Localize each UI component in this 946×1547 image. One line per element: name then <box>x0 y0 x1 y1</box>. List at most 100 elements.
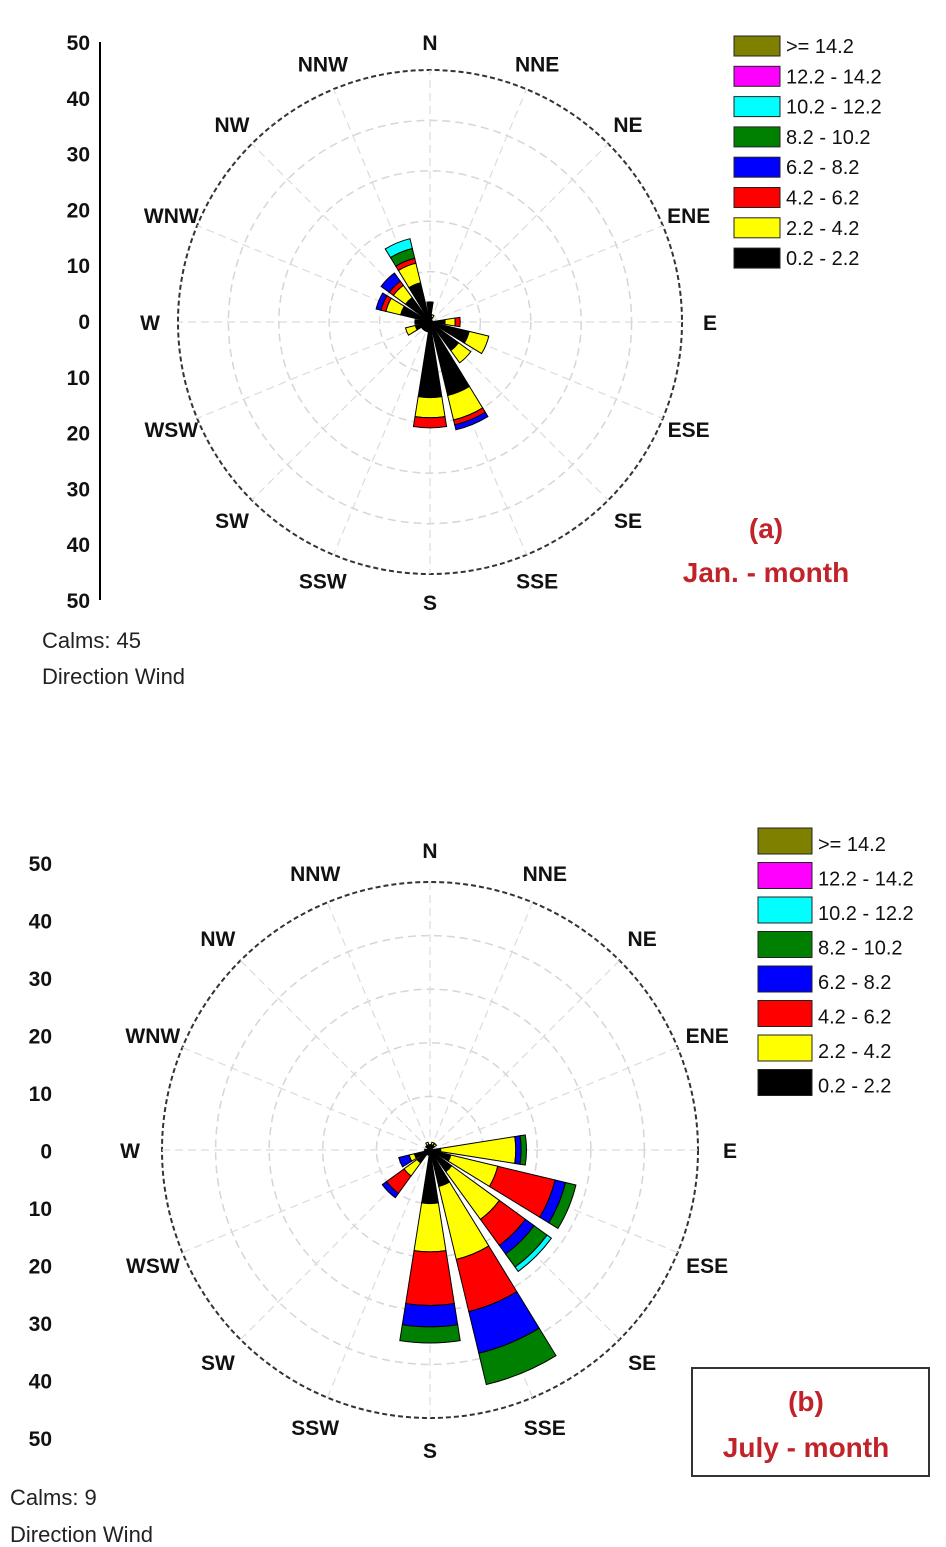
legend-label: 8.2 - 10.2 <box>786 127 871 149</box>
legend-swatch <box>757 1034 813 1062</box>
legend-label: >= 14.2 <box>818 834 886 856</box>
direction-label: NNE <box>523 863 567 886</box>
wind-rose-panel-a: N NNE NE ENE E ESE SE SSE S SSW SW WSW W WNW NW NNW 50 40… <box>42 32 882 689</box>
wind-bar-segment <box>375 292 388 311</box>
wind-bar-segment <box>414 396 446 419</box>
direction-label: NNE <box>515 53 559 76</box>
scale-tick-label: 20 <box>67 199 90 222</box>
sector-sse <box>429 321 489 431</box>
direction-label: S <box>423 592 437 615</box>
direction-label: NE <box>628 928 657 951</box>
wind-bar-segment <box>425 1141 430 1147</box>
scale-tick-label: 40 <box>67 88 90 111</box>
wind-rose-panel-b: N NNE NE ENE E ESE SE SSE S SSW SW WSW W WNW NW NNW 50 40… <box>10 827 930 1547</box>
sector-s <box>399 1149 461 1344</box>
legend-label: 2.2 - 4.2 <box>818 1041 891 1063</box>
grid-spoke <box>326 1149 431 1398</box>
sector-wsw <box>404 321 431 336</box>
scale-tick-label: 30 <box>29 1313 52 1336</box>
wind-bar-segment <box>405 1250 455 1306</box>
scale-tick-label: 10 <box>67 255 90 278</box>
direction-label: SE <box>628 1352 656 1375</box>
wind-bar-segment <box>463 330 490 355</box>
direction-label: SW <box>215 510 249 533</box>
calms-text: Calms: 45 <box>42 628 141 653</box>
sector-e <box>429 1134 527 1166</box>
direction-label: NNW <box>290 863 340 886</box>
direction-label: SSW <box>299 571 347 594</box>
footer-text: Direction Wind <box>42 664 185 689</box>
scale-tick-label: 50 <box>67 590 90 613</box>
direction-label: E <box>723 1140 737 1163</box>
scale-tick-label: 10 <box>29 1083 52 1106</box>
grid-spoke <box>182 1149 431 1254</box>
sector-ese <box>429 321 490 355</box>
grid-spoke <box>251 321 431 501</box>
scale-tick-label: 10 <box>67 367 90 390</box>
grid-spoke <box>326 902 431 1151</box>
wind-bar-segment <box>384 238 413 259</box>
direction-label: NW <box>200 928 235 951</box>
direction-label: ESE <box>668 419 710 442</box>
wind-bar-segment <box>413 1202 447 1253</box>
panel-caption-box <box>691 1367 930 1477</box>
sector-sw <box>421 321 431 331</box>
legend-swatch <box>733 217 781 239</box>
wind-bar-segment <box>450 342 472 364</box>
legend-label: >= 14.2 <box>786 36 854 58</box>
wind-bar-segment <box>548 1181 577 1230</box>
legend-label: 10.2 - 12.2 <box>786 97 882 119</box>
direction-label: WSW <box>144 419 198 442</box>
scale-tick-label: 30 <box>67 478 90 501</box>
wind-bar-segment <box>514 1234 553 1273</box>
legend-swatch <box>733 35 781 57</box>
grid-spoke <box>429 225 664 323</box>
legend-label: 0.2 - 2.2 <box>818 1076 891 1098</box>
direction-label: SW <box>201 1352 235 1375</box>
panel-title: Jan. - month <box>683 557 849 588</box>
grid-ring <box>278 170 582 474</box>
legend-swatch <box>757 827 813 855</box>
direction-label: SSW <box>291 1417 339 1440</box>
sector-wnw <box>375 292 431 323</box>
direction-label: SE <box>614 510 642 533</box>
scale-tick-label: 20 <box>29 1026 52 1049</box>
wind-bar-segment <box>399 1324 461 1344</box>
scale-tick-label: 0 <box>40 1141 52 1164</box>
sector-e <box>429 316 461 328</box>
legend-swatch <box>733 96 781 118</box>
scale-tick-label: 40 <box>29 911 52 934</box>
wind-bar-segment <box>430 1141 435 1147</box>
legend-label: 10.2 - 12.2 <box>818 903 914 925</box>
legend-label: 6.2 - 8.2 <box>818 972 891 994</box>
scale-tick-label: 30 <box>29 968 52 991</box>
legend-label: 2.2 - 4.2 <box>786 218 859 240</box>
direction-label: W <box>120 1140 140 1163</box>
direction-label: N <box>422 32 437 55</box>
direction-label: ESE <box>686 1255 728 1278</box>
grid-spoke <box>429 960 620 1151</box>
wind-bar-segment <box>398 1154 413 1168</box>
grid-spoke <box>429 143 609 323</box>
wind-bar-segment <box>414 319 431 325</box>
sector-ese <box>429 1149 577 1230</box>
wind-bar-segment <box>444 317 456 327</box>
legend-swatch <box>733 126 781 148</box>
wind-bar-segment <box>404 324 418 336</box>
grid-spoke <box>429 88 527 323</box>
legend-label: 12.2 - 14.2 <box>786 66 882 88</box>
direction-label: SSE <box>524 1417 566 1440</box>
legend: >= 14.2 12.2 - 14.2 10.2 - 12.2 8.2 - 10.2 6… <box>733 35 882 270</box>
grid-spoke <box>429 1046 678 1151</box>
scale-tick-label: 0 <box>78 311 90 334</box>
legend-swatch <box>733 65 781 87</box>
scale-tick-label: 50 <box>67 32 90 55</box>
legend-swatch <box>733 247 781 269</box>
legend-swatch <box>733 156 781 178</box>
legend-swatch <box>757 896 813 924</box>
legend-label: 4.2 - 6.2 <box>786 188 859 210</box>
direction-label: NW <box>215 114 250 137</box>
direction-label: W <box>140 312 160 335</box>
scale-tick-label: 50 <box>29 853 52 876</box>
